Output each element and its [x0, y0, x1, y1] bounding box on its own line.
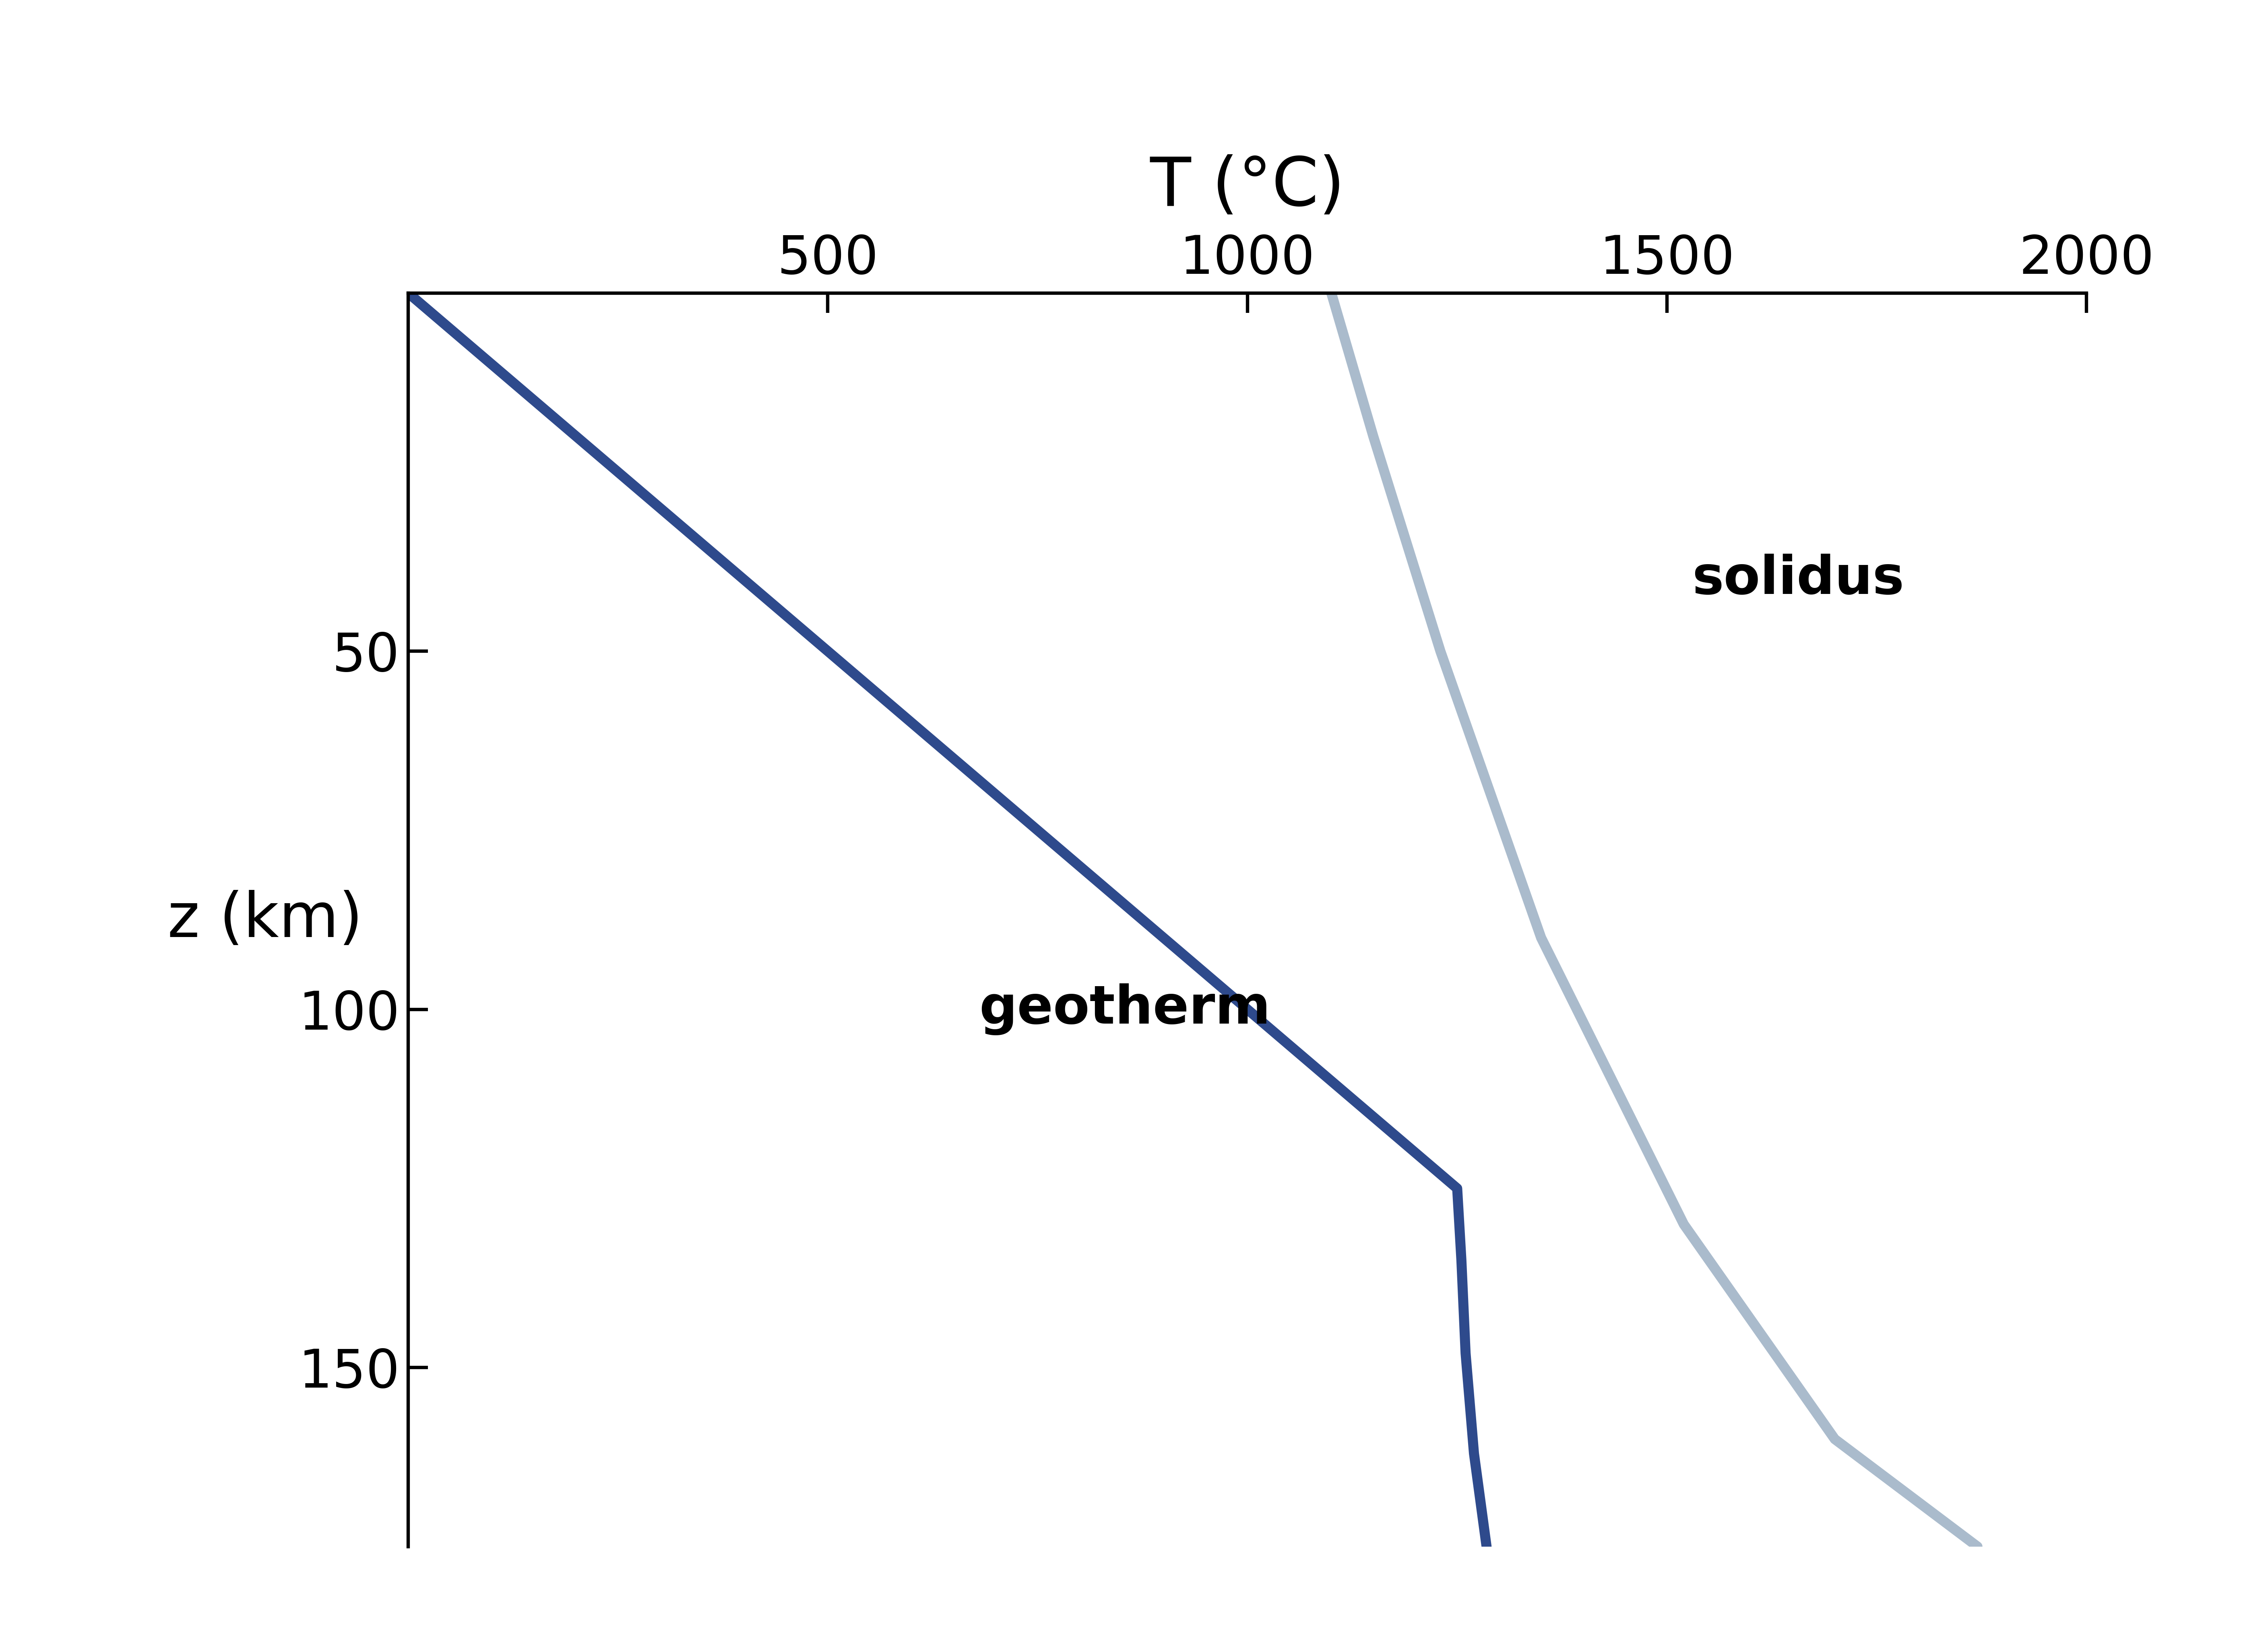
Y-axis label: z (km): z (km) [168, 891, 363, 949]
X-axis label: T (°C): T (°C) [1150, 155, 1345, 220]
Text: solidus: solidus [1692, 554, 1905, 604]
Text: geotherm: geotherm [980, 983, 1270, 1035]
